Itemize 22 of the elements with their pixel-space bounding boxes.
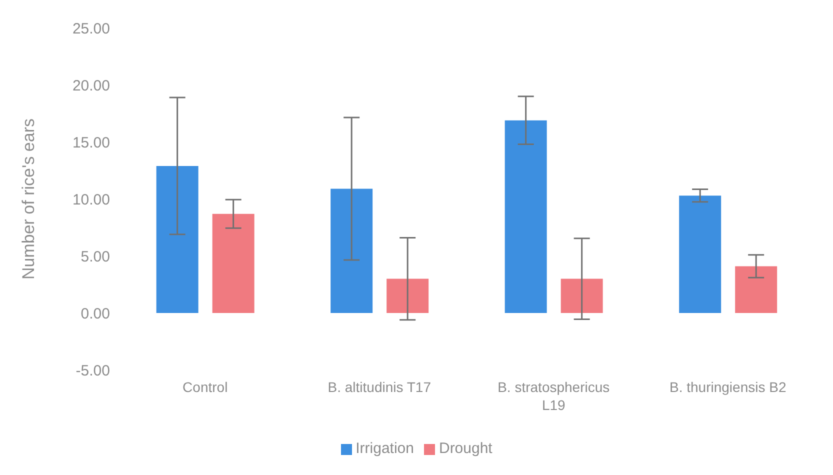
legend-label: Drought bbox=[438, 440, 492, 457]
bar bbox=[504, 120, 547, 313]
y-tick-label: 5.00 bbox=[80, 248, 110, 266]
legend-label: Irrigation bbox=[356, 440, 414, 457]
y-axis-title: Number of rice's ears bbox=[19, 118, 38, 280]
bar bbox=[679, 196, 722, 313]
y-tick-label: -5.00 bbox=[76, 362, 110, 380]
bar bbox=[386, 278, 429, 313]
x-tick-label: B. stratosphericus L19 bbox=[498, 379, 610, 413]
x-tick-label: B. altitudinis T17 bbox=[328, 379, 432, 395]
y-tick-label: 20.00 bbox=[72, 77, 110, 94]
x-tick-label: Control bbox=[182, 379, 228, 395]
y-tick-label: 10.00 bbox=[72, 191, 110, 208]
bar bbox=[156, 166, 198, 313]
bar bbox=[735, 266, 778, 313]
bar bbox=[560, 278, 603, 313]
y-tick-label: 0.00 bbox=[80, 305, 110, 322]
y-tick-label: 15.00 bbox=[72, 134, 110, 152]
bar bbox=[212, 214, 254, 313]
bar bbox=[330, 188, 373, 313]
x-tick-label: B. thuringiensis B2 bbox=[670, 379, 786, 395]
y-tick-label: 25.00 bbox=[72, 20, 110, 38]
